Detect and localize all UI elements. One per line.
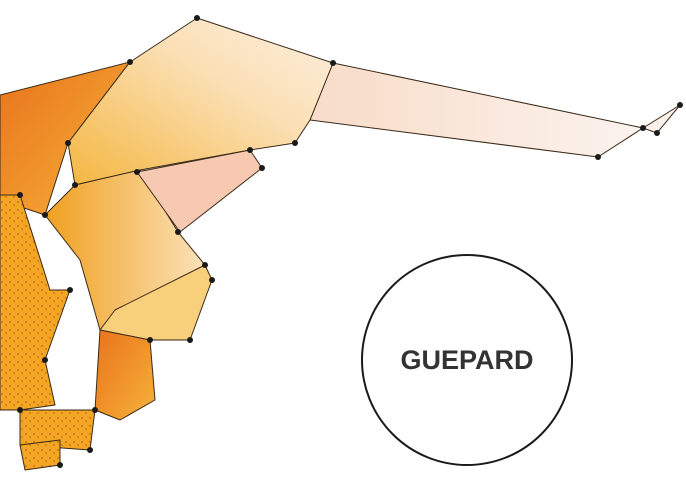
cheetah (0, 15, 683, 470)
illustration: GUEPARD (0, 0, 686, 477)
label: GUEPARD (400, 345, 533, 375)
shin (95, 330, 155, 420)
tail (310, 63, 643, 157)
paw-lower (20, 440, 60, 470)
tail-tip (643, 105, 680, 133)
